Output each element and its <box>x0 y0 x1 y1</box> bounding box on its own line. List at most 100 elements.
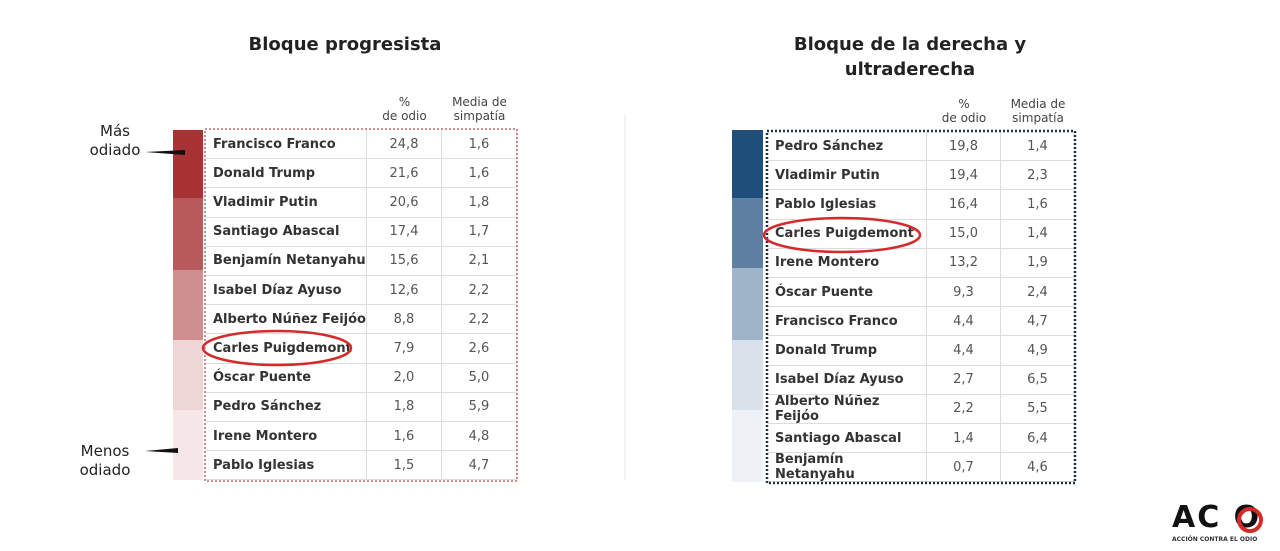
name-cell: Donald Trump <box>205 159 367 189</box>
value-cell: 4,9 <box>1001 336 1075 366</box>
column-header-line: simpatía <box>453 109 506 123</box>
name-cell: Irene Montero <box>205 422 367 452</box>
name-cell: Vladimir Putin <box>205 188 367 218</box>
value-cell: 1,4 <box>1001 219 1075 249</box>
table-border <box>204 128 518 482</box>
value-cell: 1,4 <box>927 424 1001 454</box>
band <box>173 198 203 270</box>
logo-ring <box>1237 507 1263 533</box>
name-cell: Isabel Díaz Ayuso <box>767 365 927 395</box>
name-cell: Pablo Iglesias <box>205 451 367 481</box>
value-cell: 4,8 <box>442 422 517 452</box>
column-header: Media de simpatía <box>1001 97 1075 125</box>
name-cell: Santiago Abascal <box>767 424 927 454</box>
value-cell: 2,2 <box>927 394 1001 424</box>
value-cell: 24,8 <box>367 130 442 160</box>
name-cell: Donald Trump <box>767 336 927 366</box>
name-cell: Vladimir Putin <box>767 161 927 191</box>
value-cell: 17,4 <box>367 217 442 247</box>
column-header-line: % <box>958 97 970 111</box>
band <box>732 410 763 482</box>
band <box>732 268 763 340</box>
band <box>173 340 203 410</box>
value-cell: 4,4 <box>927 307 1001 337</box>
band <box>173 410 203 480</box>
value-cell: 19,8 <box>927 132 1001 162</box>
name-cell: Pedro Sánchez <box>767 132 927 162</box>
column-header-line: Media de <box>452 95 507 109</box>
value-cell: 6,4 <box>1001 424 1075 454</box>
value-cell: 1,7 <box>442 217 517 247</box>
side-label: Más odiado <box>80 122 150 160</box>
value-cell: 4,4 <box>927 336 1001 366</box>
band <box>732 130 763 198</box>
value-cell: 4,7 <box>1001 307 1075 337</box>
band <box>173 270 203 340</box>
value-cell: 2,7 <box>927 365 1001 395</box>
band <box>173 130 203 198</box>
column-header-line: simpatía <box>1012 111 1064 125</box>
value-cell: 20,6 <box>367 188 442 218</box>
name-cell: Pedro Sánchez <box>205 392 367 422</box>
table-border <box>765 129 1077 485</box>
column-header-line: Media de <box>1010 97 1066 111</box>
name-cell: Carles Puigdemont <box>205 334 367 364</box>
column-header-line: de odio <box>941 111 987 125</box>
value-cell: 1,8 <box>367 392 442 422</box>
value-cell: 13,2 <box>927 248 1001 278</box>
value-cell: 2,6 <box>442 334 517 364</box>
value-cell: 9,3 <box>927 278 1001 308</box>
title: Bloque progresista <box>248 34 442 55</box>
value-cell: 1,5 <box>367 451 442 481</box>
highlight <box>201 329 353 367</box>
logo-caption: ACCIÓN CONTRA EL ODIO <box>1172 536 1258 543</box>
value-cell: 1,4 <box>1001 132 1075 162</box>
value-cell: 5,5 <box>1001 394 1075 424</box>
band <box>732 340 763 410</box>
value-cell: 0,7 <box>927 453 1001 483</box>
side-label-line: Menos <box>80 442 130 460</box>
value-cell: 1,6 <box>367 422 442 452</box>
value-cell: 19,4 <box>927 161 1001 191</box>
value-cell: 7,9 <box>367 334 442 364</box>
name-cell: Alberto Núñez Feijóo <box>767 394 927 424</box>
side-label-line: odiado <box>89 141 141 159</box>
value-cell: 21,6 <box>367 159 442 189</box>
side-label-line: Más <box>100 122 130 140</box>
name-cell: Alberto Núñez Feijóo <box>205 305 367 335</box>
column-header: Media de simpatía <box>442 95 517 123</box>
name-cell: Isabel Díaz Ayuso <box>205 276 367 306</box>
pointer <box>145 448 178 453</box>
name-cell: Óscar Puente <box>205 363 367 393</box>
title-line: ultraderecha <box>844 59 976 80</box>
value-cell: 2,0 <box>367 363 442 393</box>
highlight <box>762 216 922 254</box>
value-cell: 2,2 <box>442 305 517 335</box>
value-cell: 1,6 <box>442 130 517 160</box>
column-header: % de odio <box>927 97 1001 125</box>
side-label: Menos odiado <box>70 442 140 480</box>
name-cell: Santiago Abascal <box>205 217 367 247</box>
value-cell: 12,6 <box>367 276 442 306</box>
value-cell: 5,9 <box>442 392 517 422</box>
name-cell: Francisco Franco <box>767 307 927 337</box>
value-cell: 8,8 <box>367 305 442 335</box>
value-cell: 15,0 <box>927 219 1001 249</box>
column-header-line: de odio <box>382 109 427 123</box>
value-cell: 16,4 <box>927 190 1001 220</box>
value-cell: 15,6 <box>367 246 442 276</box>
title: Bloque de la derecha y ultraderecha <box>740 32 1080 82</box>
pointer <box>145 150 185 155</box>
name-cell: Francisco Franco <box>205 130 367 160</box>
name-cell: Óscar Puente <box>767 278 927 308</box>
name-cell: Benjamín Netanyahu <box>205 246 367 276</box>
title-line: Bloque de la derecha y <box>793 34 1027 55</box>
name-cell: Irene Montero <box>767 248 927 278</box>
column-header: % de odio <box>367 95 442 123</box>
name-cell: Carles Puigdemont <box>767 219 927 249</box>
band <box>732 198 763 268</box>
column-header-line: % <box>398 95 411 109</box>
side-label-line: odiado <box>79 461 131 479</box>
